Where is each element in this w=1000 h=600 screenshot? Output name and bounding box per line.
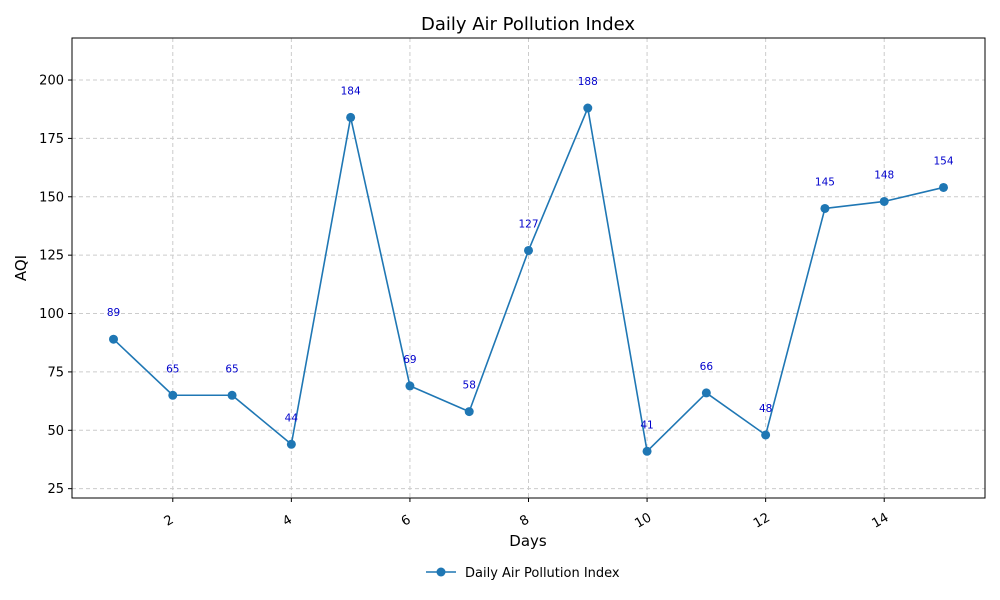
grid-lines — [72, 38, 985, 498]
x-axis-label: Days — [509, 532, 547, 550]
data-point — [524, 245, 533, 255]
x-tick-label: 4 — [280, 512, 295, 529]
x-tick-label: 14 — [870, 510, 892, 531]
data-point — [761, 430, 771, 440]
x-axis-ticks: 2 4 6 8 10 12 14 — [162, 498, 892, 532]
data-label: 41 — [640, 419, 653, 431]
x-tick-label: 10 — [632, 510, 654, 531]
legend-entry-label: Daily Air Pollution Index — [465, 566, 620, 581]
data-point — [583, 103, 593, 113]
data-point — [405, 381, 415, 391]
y-tick-label: 100 — [39, 307, 64, 322]
data-label: 127 — [518, 218, 538, 230]
data-label: 89 — [107, 307, 120, 319]
data-label: 145 — [815, 176, 835, 188]
data-point — [227, 390, 237, 400]
data-label: 44 — [285, 412, 299, 424]
data-point — [879, 196, 889, 206]
data-label: 48 — [759, 403, 772, 415]
data-label: 65 — [166, 363, 179, 375]
y-tick-label: 150 — [39, 190, 64, 205]
y-axis-label: AQI — [12, 255, 30, 281]
data-point — [701, 388, 711, 398]
data-label: 184 — [341, 85, 361, 97]
data-point — [168, 390, 178, 400]
y-tick-label: 175 — [39, 132, 64, 147]
data-point — [464, 407, 474, 417]
x-tick-label: 8 — [517, 512, 532, 529]
data-point — [346, 112, 356, 122]
y-tick-label: 200 — [39, 74, 64, 89]
series-layer: 89 65 65 44 184 69 58 127 188 41 66 48 145 148 154 — [107, 76, 954, 456]
y-tick-label: 75 — [47, 365, 64, 380]
data-label: 65 — [225, 363, 238, 375]
data-label: 154 — [933, 155, 953, 167]
x-tick-label: 2 — [162, 512, 177, 529]
y-axis-ticks: 25 50 75 100 125 150 175 200 — [39, 74, 72, 497]
data-point — [109, 334, 118, 344]
legend-marker-swatch — [436, 567, 446, 577]
data-point — [642, 446, 652, 456]
data-point — [286, 439, 296, 449]
y-tick-label: 125 — [39, 249, 64, 264]
x-tick-label: 6 — [399, 512, 414, 529]
legend: Daily Air Pollution Index — [426, 566, 620, 581]
data-label: 148 — [874, 169, 894, 181]
data-point — [820, 203, 830, 213]
y-tick-label: 50 — [47, 424, 64, 439]
data-label: 66 — [700, 361, 714, 373]
data-label: 188 — [578, 76, 598, 88]
data-point — [939, 182, 948, 192]
chart-title: Daily Air Pollution Index — [421, 14, 635, 35]
x-tick-label: 12 — [751, 510, 773, 531]
data-label: 58 — [463, 380, 476, 392]
plot-area-frame — [71, 37, 986, 499]
data-label: 69 — [403, 354, 416, 366]
y-tick-label: 25 — [47, 482, 64, 497]
